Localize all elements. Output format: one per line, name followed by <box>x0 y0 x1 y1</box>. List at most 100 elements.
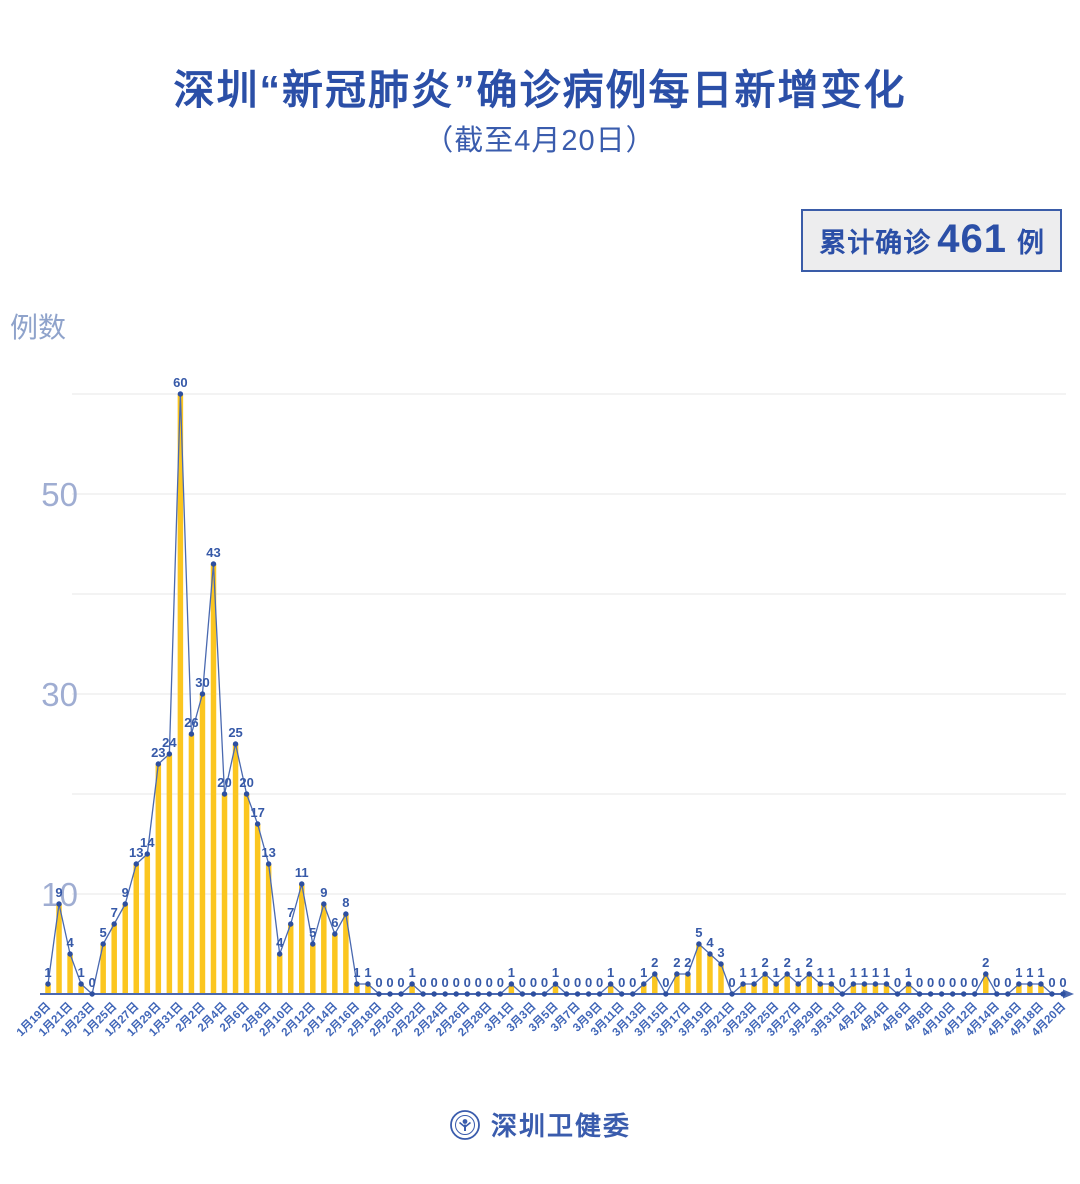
data-point <box>751 981 757 987</box>
data-point-label: 24 <box>162 735 177 750</box>
data-point-label: 0 <box>1004 975 1011 990</box>
data-point-label: 0 <box>927 975 934 990</box>
bar <box>905 984 912 994</box>
data-point <box>663 991 669 997</box>
data-point <box>883 981 890 987</box>
data-point <box>530 991 537 997</box>
data-point <box>508 981 515 987</box>
data-point <box>1038 981 1044 987</box>
bar <box>817 984 824 994</box>
data-point <box>177 391 184 397</box>
data-point-label: 2 <box>806 955 813 970</box>
org-name: 深圳卫健委 <box>490 1111 631 1141</box>
data-point <box>828 981 835 987</box>
data-point <box>961 991 967 997</box>
data-point-label: 3 <box>717 945 724 960</box>
bar <box>287 924 294 994</box>
bar <box>332 934 338 994</box>
data-point-label: 7 <box>287 905 294 920</box>
bar <box>133 864 140 994</box>
data-point-label: 1 <box>850 965 857 980</box>
data-point <box>188 731 195 737</box>
data-point <box>949 991 956 997</box>
bar <box>784 974 790 994</box>
data-point-label: 0 <box>585 975 592 990</box>
data-point <box>398 991 404 997</box>
data-point-label: 25 <box>228 725 242 740</box>
data-point <box>707 951 713 957</box>
data-point-label: 0 <box>464 975 471 990</box>
data-point <box>607 981 614 987</box>
data-point <box>453 991 459 997</box>
data-point-label: 5 <box>100 925 107 940</box>
data-point-label: 1 <box>905 965 912 980</box>
data-point-label: 1 <box>44 965 51 980</box>
data-point <box>938 991 945 997</box>
data-point <box>122 901 128 907</box>
bar <box>762 974 768 994</box>
bar <box>243 794 250 994</box>
data-point <box>618 991 625 997</box>
data-point-label: 1 <box>1037 965 1044 980</box>
data-point-label: 1 <box>828 965 835 980</box>
data-point <box>795 981 801 987</box>
data-point-label: 1 <box>795 965 802 980</box>
data-point-label: 0 <box>993 975 1000 990</box>
data-point <box>541 991 548 997</box>
data-point <box>78 981 84 987</box>
bar <box>707 954 713 994</box>
data-point-label: 1 <box>77 965 84 980</box>
y-tick-label: 30 <box>41 676 78 713</box>
data-point <box>111 921 117 927</box>
bar <box>850 984 857 994</box>
bar <box>155 764 162 994</box>
bar <box>365 984 371 994</box>
data-point <box>376 991 382 997</box>
bar <box>1038 984 1044 994</box>
data-point-label: 1 <box>739 965 746 980</box>
data-point-label: 0 <box>971 975 978 990</box>
data-point-label: 20 <box>239 775 253 790</box>
data-point <box>166 751 173 757</box>
data-point-label: 0 <box>662 975 669 990</box>
data-point <box>894 991 901 997</box>
data-point <box>232 741 239 747</box>
data-point <box>89 991 95 997</box>
data-point-label: 2 <box>673 955 680 970</box>
bar <box>641 984 647 994</box>
data-point-label: 30 <box>195 675 209 690</box>
data-point <box>1060 991 1066 997</box>
data-point-label: 0 <box>419 975 426 990</box>
bar <box>45 984 51 994</box>
data-point <box>199 691 206 697</box>
chart-canvas: 1030501941057913142324602630432025201713… <box>14 375 1074 1039</box>
data-point-label: 0 <box>442 975 449 990</box>
data-point <box>299 881 305 887</box>
data-point-label: 2 <box>982 955 989 970</box>
data-point-label: 4 <box>276 935 284 950</box>
data-point-label: 1 <box>872 965 879 980</box>
data-point-label: 9 <box>320 885 327 900</box>
bar <box>232 744 239 994</box>
data-point <box>276 951 283 957</box>
bar <box>1027 984 1033 994</box>
bar <box>685 974 691 994</box>
bar <box>552 984 559 994</box>
data-point-label: 1 <box>408 965 415 980</box>
data-point <box>674 971 680 977</box>
data-point <box>221 791 228 797</box>
data-point <box>387 991 393 997</box>
data-point <box>1049 991 1055 997</box>
bar <box>265 864 272 994</box>
data-point-label: 2 <box>762 955 769 970</box>
bar <box>188 734 195 994</box>
data-point-label: 0 <box>1059 975 1066 990</box>
data-point-label: 0 <box>530 975 537 990</box>
bar <box>508 984 515 994</box>
data-point-label: 0 <box>618 975 625 990</box>
data-point-label: 0 <box>486 975 493 990</box>
data-point-label: 23 <box>151 745 165 760</box>
data-point-label: 43 <box>206 545 220 560</box>
data-point <box>596 991 603 997</box>
data-point-label: 1 <box>883 965 890 980</box>
